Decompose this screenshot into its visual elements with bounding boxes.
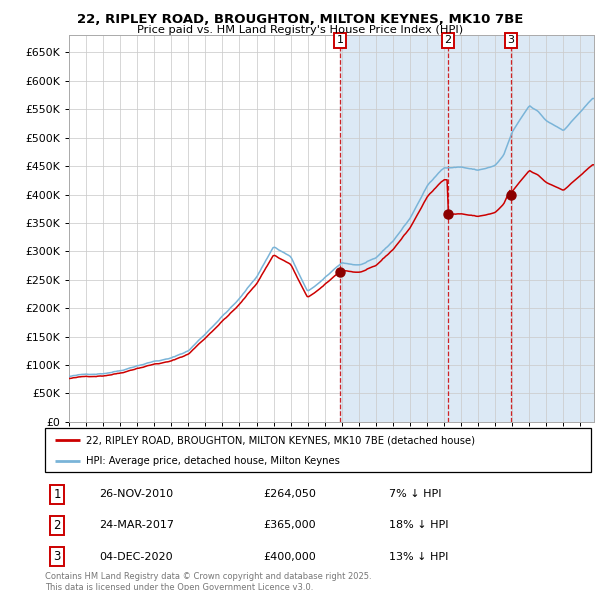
Text: £264,050: £264,050 [263,489,316,499]
Bar [340,35,448,422]
Text: 24-MAR-2017: 24-MAR-2017 [100,520,175,530]
FancyBboxPatch shape [45,428,591,472]
Text: HPI: Average price, detached house, Milton Keynes: HPI: Average price, detached house, Milt… [86,456,340,466]
Text: 22, RIPLEY ROAD, BROUGHTON, MILTON KEYNES, MK10 7BE: 22, RIPLEY ROAD, BROUGHTON, MILTON KEYNE… [77,13,523,26]
Text: 1: 1 [337,35,344,45]
Bar [448,35,511,422]
Text: 13% ↓ HPI: 13% ↓ HPI [389,552,448,562]
Text: 2: 2 [445,35,451,45]
Text: £365,000: £365,000 [263,520,316,530]
Text: 2: 2 [53,519,61,532]
Text: 22, RIPLEY ROAD, BROUGHTON, MILTON KEYNES, MK10 7BE (detached house): 22, RIPLEY ROAD, BROUGHTON, MILTON KEYNE… [86,435,475,445]
Text: 7% ↓ HPI: 7% ↓ HPI [389,489,442,499]
Text: 26-NOV-2010: 26-NOV-2010 [100,489,174,499]
Bar [511,35,594,422]
Text: 18% ↓ HPI: 18% ↓ HPI [389,520,448,530]
Text: 04-DEC-2020: 04-DEC-2020 [100,552,173,562]
Text: 3: 3 [53,550,61,563]
Text: 3: 3 [508,35,514,45]
Text: Contains HM Land Registry data © Crown copyright and database right 2025.
This d: Contains HM Land Registry data © Crown c… [45,572,371,590]
Text: £400,000: £400,000 [263,552,316,562]
Text: Price paid vs. HM Land Registry's House Price Index (HPI): Price paid vs. HM Land Registry's House … [137,25,463,35]
Text: 1: 1 [53,488,61,501]
